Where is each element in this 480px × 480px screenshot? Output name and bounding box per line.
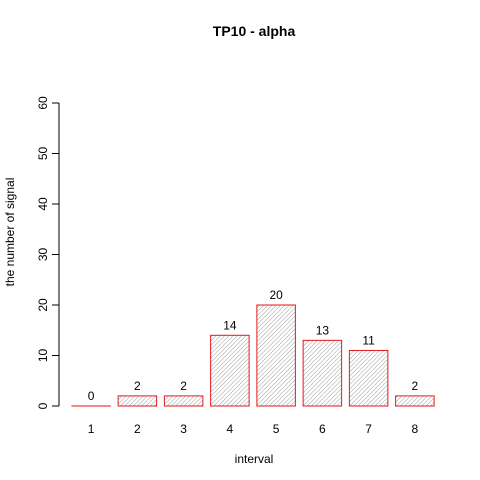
data-label: 2 <box>180 379 187 393</box>
x-axis-tick-label: 8 <box>412 422 419 436</box>
x-axis-tick-label: 6 <box>319 422 326 436</box>
y-axis-tick-label: 40 <box>36 197 50 211</box>
x-axis-label: interval <box>235 452 274 466</box>
data-labels: 0 2 2 14 20 13 11 2 <box>88 288 419 403</box>
x-axis-tick-label: 7 <box>365 422 372 436</box>
bar <box>163 395 204 407</box>
x-axis-tick-label: 4 <box>227 422 234 436</box>
chart-title: TP10 - alpha <box>213 23 296 39</box>
data-label: 13 <box>316 323 330 337</box>
x-axis-tick-label: 1 <box>88 422 95 436</box>
x-axis-tick-labels: 1 2 3 4 5 6 7 8 <box>88 422 419 436</box>
y-axis-tick-label: 20 <box>36 298 50 312</box>
y-axis-tick-label: 60 <box>36 96 50 110</box>
y-axis-tick-label: 0 <box>36 402 50 409</box>
data-label: 2 <box>412 379 419 393</box>
bar <box>395 395 435 407</box>
bar <box>348 349 389 407</box>
data-label: 0 <box>88 389 95 403</box>
data-label: 14 <box>223 318 237 332</box>
data-label: 11 <box>362 333 375 347</box>
y-axis-tick-label: 30 <box>36 248 50 262</box>
x-axis-tick-label: 3 <box>180 422 187 436</box>
y-axis-tick-label: 50 <box>36 147 50 161</box>
data-label: 20 <box>269 288 283 302</box>
y-axis-ticks: 0 10 20 30 40 50 60 <box>36 96 59 409</box>
x-axis-tick-label: 5 <box>273 422 280 436</box>
bar <box>117 395 158 407</box>
data-label: 2 <box>134 379 141 393</box>
bar <box>302 339 343 407</box>
y-axis-tick-label: 10 <box>36 349 50 363</box>
bar <box>256 304 296 407</box>
bars <box>71 304 435 407</box>
x-axis-tick-label: 2 <box>134 422 141 436</box>
y-axis-label: the number of signal <box>3 178 17 287</box>
bar <box>210 334 250 407</box>
